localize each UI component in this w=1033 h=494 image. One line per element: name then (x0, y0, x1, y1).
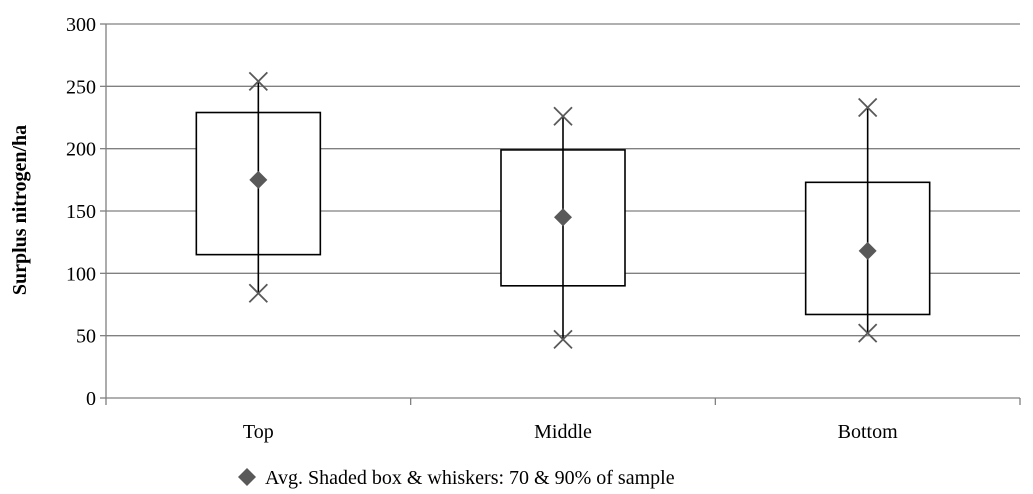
y-tick-label: 250 (66, 76, 96, 98)
x-mark-stroke (248, 71, 268, 91)
y-axis-label: Surplus nitrogen/ha (9, 125, 31, 295)
x-tick-label: Middle (534, 421, 592, 443)
y-tick-label: 0 (86, 388, 96, 410)
avg-marker (249, 170, 268, 189)
whisker-low-marker (248, 283, 268, 303)
y-tick-label: 200 (66, 139, 96, 161)
axes (100, 23, 1021, 405)
legend: Avg. Shaded box & whiskers: 70 & 90% of … (238, 467, 675, 489)
legend-diamond-icon (238, 468, 256, 486)
whisker-high-marker (553, 106, 573, 126)
x-tick-label: Bottom (838, 421, 898, 443)
x-mark-stroke (553, 106, 573, 126)
labels: 0 50 100 150 200 250 300 Top Middle Bottom (66, 14, 898, 443)
avg-marker (554, 208, 572, 227)
x-mark-stroke (858, 323, 878, 343)
y-tick-label: 150 (66, 201, 96, 223)
whisker-low-marker (553, 329, 573, 350)
x-mark-stroke (553, 329, 573, 350)
avg-marker (858, 241, 877, 260)
legend-text: Avg. Shaded box & whiskers: 70 & 90% of … (265, 467, 675, 489)
y-tick-label: 300 (66, 14, 96, 36)
x-tick-label: Top (243, 421, 274, 443)
y-tick-label: 100 (66, 263, 96, 285)
whisker-high-marker (248, 71, 268, 91)
x-mark-stroke (248, 283, 268, 303)
x-mark-stroke (858, 97, 878, 118)
markers (249, 170, 877, 260)
whisker-low-marker (858, 323, 878, 343)
y-tick-label: 50 (76, 326, 96, 348)
whisker-high-marker (858, 97, 878, 118)
